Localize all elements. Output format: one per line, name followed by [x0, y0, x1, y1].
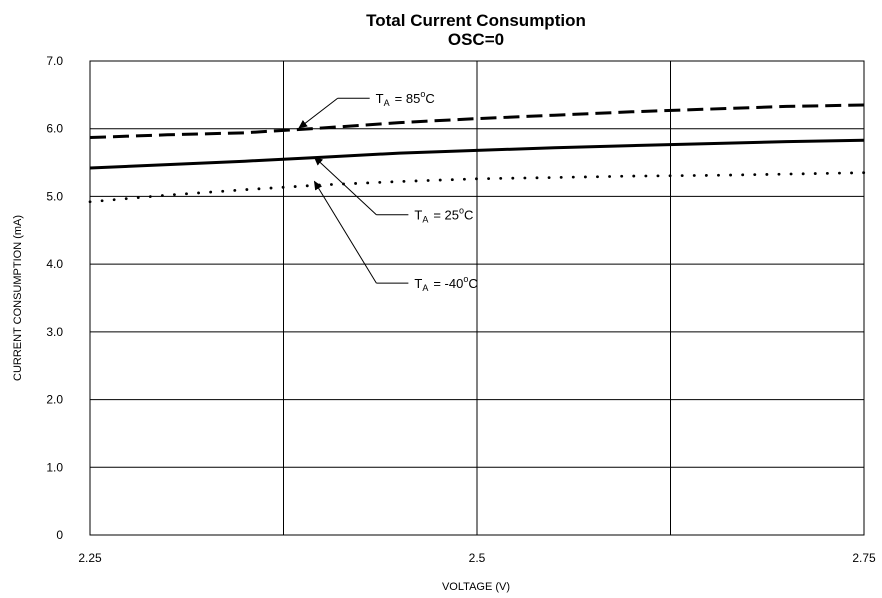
y-tick-label: 6.0 [46, 122, 63, 136]
y-tick-label: 2.0 [46, 393, 63, 407]
series-annotations: TA = 85oC TA = 25oC TA = -40oC [298, 89, 478, 293]
series-line-1 [89, 138, 865, 170]
series-line-0 [89, 103, 865, 139]
y-axis-ticks: 0 1.0 2.0 3.0 4.0 5.0 6.0 7.0 [46, 54, 63, 542]
annotation-arrow [313, 180, 377, 284]
x-axis-label: VOLTAGE (V) [442, 581, 510, 593]
x-axis-ticks: 2.25 2.5 2.75 [78, 551, 876, 565]
gridlines [89, 60, 865, 536]
y-tick-label: 4.0 [46, 257, 63, 271]
annotation-arrow [313, 156, 377, 216]
x-tick-label: 2.5 [469, 551, 486, 565]
y-tick-label: 5.0 [46, 189, 63, 203]
y-tick-label: 0 [56, 528, 63, 542]
chart-title: Total Current Consumption [366, 11, 586, 30]
chart-subtitle: OSC=0 [448, 30, 504, 49]
x-tick-label: 2.75 [852, 551, 876, 565]
series-label-1: TA = 25oC [414, 206, 473, 225]
y-tick-label: 7.0 [46, 54, 63, 68]
y-tick-label: 1.0 [46, 460, 63, 474]
series-line-2 [88, 171, 866, 204]
y-axis-label: CURRENT CONSUMPTION (mA) [12, 215, 24, 381]
annotation-arrow [298, 97, 338, 129]
series-label-2: TA = -40oC [414, 274, 477, 293]
y-tick-label: 3.0 [46, 325, 63, 339]
series-lines [88, 103, 866, 204]
series-label-0: TA = 85oC [376, 89, 435, 108]
x-tick-label: 2.25 [78, 551, 102, 565]
